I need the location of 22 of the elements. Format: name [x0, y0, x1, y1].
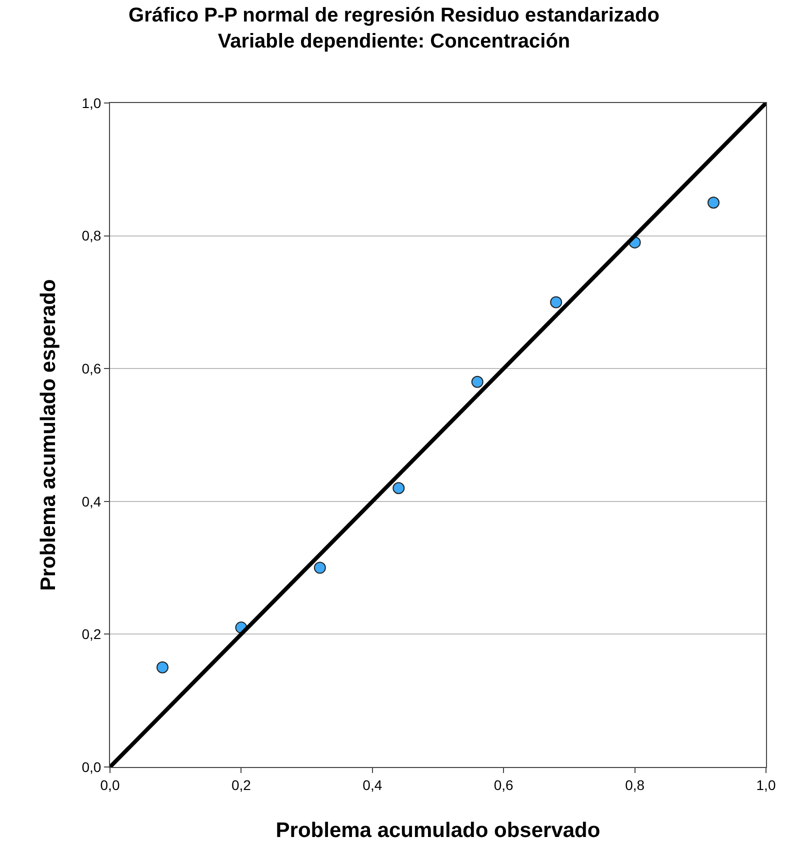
point: [471, 376, 484, 388]
chart-title: Gráfico P-P normal de regresión Residuo estandarizado: [128, 4, 660, 26]
x-tick-label: 0,8: [625, 776, 645, 793]
y-axis-title: Problema acumulado esperado: [36, 279, 60, 591]
y-tick-label: 0,4: [82, 493, 102, 510]
y-tick-label: 0,2: [82, 626, 102, 642]
x-tick-label: 0,2: [231, 776, 252, 793]
y-tick-label: 0,8: [82, 228, 102, 244]
y-tick-label: 0,0: [82, 758, 102, 775]
point: [708, 196, 720, 209]
chart-subtitle: Variable dependiente: Concentración: [218, 30, 570, 52]
y-tick-label: 1,0: [82, 94, 102, 111]
x-tick-label: 0,6: [494, 776, 514, 793]
x-axis-title: Problema acumulado observado: [276, 819, 600, 842]
point: [550, 296, 562, 308]
y-tick-label: 0,6: [82, 360, 102, 376]
point: [392, 482, 405, 494]
point: [156, 661, 168, 674]
x-tick-label: 1,0: [756, 776, 776, 793]
x-tick-label: 0,0: [100, 776, 120, 793]
x-tick-label: 0,4: [362, 776, 382, 793]
point: [314, 562, 326, 574]
